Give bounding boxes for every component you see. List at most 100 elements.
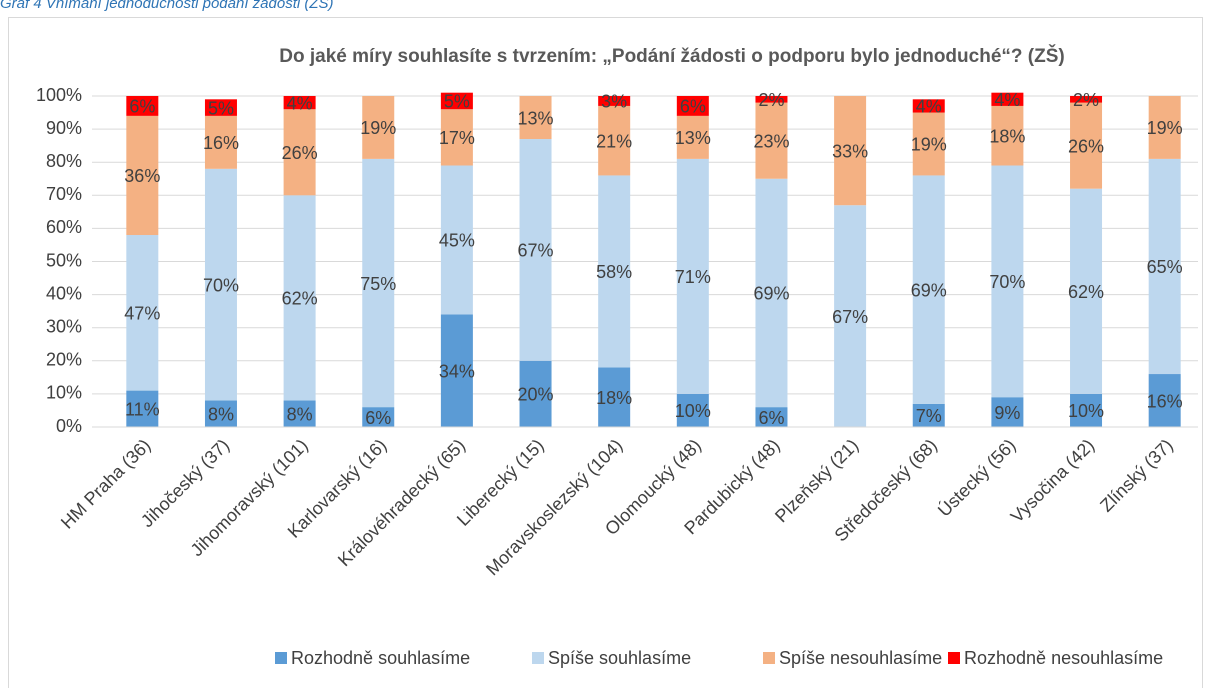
bar-segment — [598, 367, 631, 427]
y-tick-label: 30% — [46, 316, 82, 336]
bar-segment — [204, 99, 237, 116]
bar-segment — [676, 96, 709, 116]
data-label: 19% — [1147, 118, 1183, 138]
legend-swatch — [948, 652, 960, 664]
bar-segment — [912, 99, 945, 113]
bar-segment — [283, 96, 316, 110]
bar-segment — [991, 165, 1024, 398]
legend-swatch — [763, 652, 775, 664]
bar-segment — [755, 407, 788, 427]
y-tick-label: 40% — [46, 283, 82, 303]
bar-segment — [283, 400, 316, 427]
data-label: 18% — [989, 126, 1025, 146]
data-label: 8% — [287, 405, 313, 425]
data-label: 47% — [124, 304, 160, 324]
data-label: 5% — [208, 98, 234, 118]
data-label: 5% — [444, 92, 470, 112]
bar-segment — [912, 403, 945, 427]
bar-segment — [912, 175, 945, 404]
bar-segment — [834, 205, 867, 427]
data-label: 4% — [994, 90, 1020, 110]
data-label: 18% — [596, 388, 632, 408]
bar-segment — [676, 115, 709, 159]
data-label: 70% — [203, 275, 239, 295]
data-label: 58% — [596, 262, 632, 282]
data-label: 65% — [1147, 257, 1183, 277]
bar-segment — [440, 314, 473, 427]
bar-segment — [283, 195, 316, 401]
bar-segment — [204, 115, 237, 169]
y-tick-label: 20% — [46, 350, 82, 370]
bar-segment — [204, 400, 237, 427]
bar-segment — [519, 360, 552, 427]
data-label: 67% — [518, 241, 554, 261]
data-label: 62% — [1068, 282, 1104, 302]
legend-label: Rozhodně souhlasíme — [291, 648, 470, 668]
bar-segment — [755, 178, 788, 408]
legend-label: Rozhodně nesouhlasíme — [964, 648, 1163, 668]
bar-segment — [440, 109, 473, 166]
data-label: 4% — [287, 93, 313, 113]
bar-segment — [1070, 102, 1103, 189]
bar-segment — [126, 390, 159, 427]
caption: Graf 4 Vnímání jednoduchosti podání žádo… — [0, 0, 334, 12]
bar-segment — [1148, 374, 1181, 427]
bar-segment — [1070, 96, 1103, 103]
data-label: 75% — [360, 274, 396, 294]
data-label: 21% — [596, 131, 632, 151]
data-label: 8% — [208, 405, 234, 425]
data-label: 2% — [1073, 90, 1099, 110]
data-label: 33% — [832, 141, 868, 161]
bar-segment — [362, 407, 395, 427]
bar-segment — [598, 175, 631, 368]
bar-segment — [991, 105, 1024, 166]
data-label: 69% — [753, 284, 789, 304]
bar-segment — [598, 96, 631, 106]
bar-segment — [283, 109, 316, 196]
data-label: 19% — [911, 135, 947, 155]
data-label: 34% — [439, 361, 475, 381]
y-tick-label: 50% — [46, 250, 82, 270]
legend-label: Spíše nesouhlasíme — [779, 648, 942, 668]
y-tick-label: 60% — [46, 217, 82, 237]
data-label: 26% — [282, 143, 318, 163]
y-tick-label: 100% — [36, 85, 82, 105]
bar-segment — [126, 235, 159, 391]
legend-label: Spíše souhlasíme — [548, 648, 691, 668]
data-label: 10% — [1068, 401, 1104, 421]
y-tick-label: 80% — [46, 151, 82, 171]
bar-segment — [362, 158, 395, 408]
data-label: 69% — [911, 280, 947, 300]
bar-segment — [1070, 393, 1103, 427]
legend-swatch — [532, 652, 544, 664]
bar-segment — [1148, 158, 1181, 375]
bar-segment — [834, 96, 867, 206]
data-label: 13% — [675, 128, 711, 148]
data-label: 36% — [124, 166, 160, 186]
bar-segment — [755, 102, 788, 179]
data-label: 62% — [282, 289, 318, 309]
bar-segment — [755, 96, 788, 103]
y-tick-label: 90% — [46, 118, 82, 138]
data-label: 70% — [989, 272, 1025, 292]
bar-segment — [991, 92, 1024, 106]
data-label: 45% — [439, 231, 475, 251]
data-label: 71% — [675, 267, 711, 287]
bar-segment — [519, 96, 552, 140]
bar-segment — [676, 158, 709, 394]
y-tick-label: 10% — [46, 383, 82, 403]
data-label: 6% — [680, 97, 706, 117]
bar-segment — [1148, 96, 1181, 159]
bar-segment — [991, 397, 1024, 427]
data-label: 7% — [916, 406, 942, 426]
data-label: 10% — [675, 401, 711, 421]
bar-segment — [440, 92, 473, 110]
data-label: 67% — [832, 307, 868, 327]
bar-segment — [1070, 188, 1103, 394]
bar-segment — [598, 105, 631, 176]
data-label: 2% — [758, 90, 784, 110]
data-label: 6% — [758, 408, 784, 428]
data-label: 16% — [1147, 391, 1183, 411]
bar-segment — [912, 112, 945, 176]
